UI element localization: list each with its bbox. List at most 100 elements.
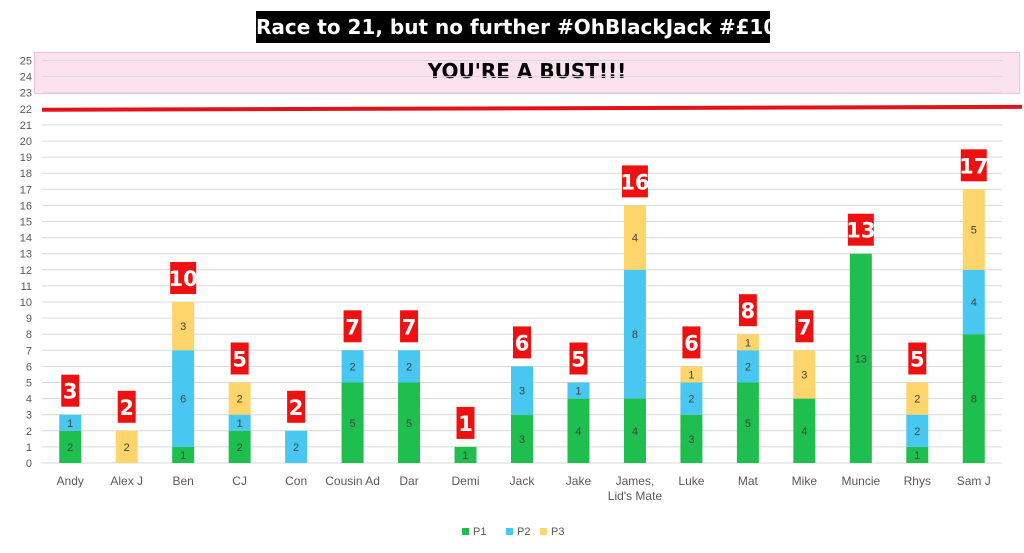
y-tick-label: 12 (20, 265, 32, 277)
category-label: Jack (510, 474, 536, 488)
segment-value-label: 6 (180, 394, 186, 406)
category-label: Muncie (841, 474, 880, 488)
bar-segment-p1 (906, 446, 929, 463)
bar-segment-p3 (736, 334, 759, 351)
y-tick-label: 22 (20, 104, 32, 116)
segment-value-label: 1 (462, 450, 468, 462)
total-value-label: 6 (684, 331, 699, 355)
segment-value-label: 1 (237, 418, 243, 430)
segment-value-label: 13 (855, 353, 867, 365)
bar-segment-p2 (511, 366, 533, 415)
y-tick-label: 7 (26, 345, 32, 357)
segment-value-label: 1 (745, 337, 751, 349)
segment-value-label: 3 (801, 369, 807, 381)
segment-value-label: 1 (688, 369, 694, 381)
segment-value-label: 2 (406, 361, 412, 373)
total-label-box (682, 326, 701, 359)
category-label: Lid's Mate (608, 489, 663, 503)
y-tick-label: 11 (21, 281, 32, 293)
category-label: Mat (738, 474, 759, 488)
y-tick-label: 4 (26, 394, 32, 406)
segment-value-label: 2 (914, 426, 920, 438)
total-label-box (400, 310, 419, 343)
bar-segment-p3 (793, 350, 816, 399)
total-label-box (513, 326, 531, 359)
legend-swatch-p3 (540, 528, 547, 535)
segment-value-label: 3 (519, 386, 525, 398)
segment-value-label: 1 (180, 450, 186, 462)
total-value-label: 2 (119, 396, 134, 420)
segment-value-label: 4 (632, 426, 638, 438)
bar-segment-p2 (285, 430, 308, 463)
total-value-label: 5 (232, 348, 247, 372)
total-label-box (456, 406, 475, 439)
total-value-label: 10 (169, 267, 198, 291)
bar-segment-p2 (736, 350, 759, 383)
y-axis-ticks: 0123456789101112131415161718192021222324… (20, 56, 32, 471)
bar-segment-p1 (59, 430, 82, 463)
y-tick-label: 9 (26, 313, 32, 325)
category-label: CJ (232, 474, 247, 488)
bar-segment-p2 (172, 350, 195, 447)
x-axis-categories: Andy Alex J Ben CJ Con Cousin Ad Dar Demi Jack Ja… (57, 474, 991, 503)
bar-segment-p2 (59, 414, 82, 431)
bar-segment-p1 (511, 414, 533, 463)
bar-segment-p1 (680, 414, 703, 463)
segment-value-label: 2 (237, 442, 243, 454)
y-tick-label: 15 (20, 217, 32, 229)
category-label: Andy (57, 474, 84, 488)
bar-segment-p2 (567, 382, 590, 399)
segment-value-label: 4 (575, 426, 581, 438)
bar-segment-p3 (228, 382, 251, 415)
bar-segment-p3 (115, 430, 138, 463)
total-label-box (908, 342, 927, 375)
segment-value-label: 3 (180, 321, 186, 333)
bar-segment-p1 (172, 446, 195, 463)
legend-label-p3: P3 (551, 526, 564, 538)
total-value-label: 7 (797, 315, 812, 339)
total-label-box (343, 310, 362, 343)
segment-value-label: 2 (350, 361, 356, 373)
category-label: Luke (678, 474, 704, 488)
total-label-box (230, 342, 249, 375)
y-tick-label: 25 (20, 56, 32, 68)
y-tick-label: 1 (26, 442, 32, 454)
y-tick-label: 17 (20, 184, 32, 196)
total-label-box (117, 390, 136, 423)
total-value-label: 17 (959, 154, 988, 178)
y-tick-label: 14 (20, 233, 32, 245)
bust-annotation: YOU'RE A BUST!!! (427, 59, 627, 83)
category-label: Ben (172, 474, 193, 488)
category-label: Sam J (957, 474, 991, 488)
total-value-label: 2 (289, 396, 304, 420)
segment-value-label: 2 (237, 394, 243, 406)
bar-segment-p2 (680, 382, 703, 415)
segment-value-label: 8 (632, 329, 638, 341)
category-label: Cousin Ad (325, 474, 380, 488)
bar-segment-p2 (398, 350, 421, 383)
legend-label-p2: P2 (517, 526, 530, 538)
segment-value-label: 4 (971, 297, 977, 309)
y-tick-label: 19 (20, 152, 32, 164)
total-value-label: 7 (345, 315, 360, 339)
bar-segment-p2 (341, 350, 364, 383)
total-label-box (847, 213, 874, 246)
y-tick-label: 8 (26, 329, 32, 341)
bar-segment-p3 (680, 366, 703, 383)
segment-value-label: 5 (406, 418, 412, 430)
bar-segment-p2 (228, 414, 251, 431)
y-tick-label: 20 (20, 136, 32, 148)
bar-segment-p1 (454, 446, 477, 463)
bar-segment-p1 (228, 430, 251, 463)
segment-value-label: 8 (971, 394, 977, 406)
segment-value-label: 4 (632, 233, 638, 245)
total-value-label: 3 (63, 380, 78, 404)
y-tick-label: 18 (20, 168, 32, 180)
category-label: Con (285, 474, 307, 488)
category-label: Rhys (904, 474, 931, 488)
legend-label-p1: P1 (473, 526, 486, 538)
category-label: James, (616, 474, 655, 488)
